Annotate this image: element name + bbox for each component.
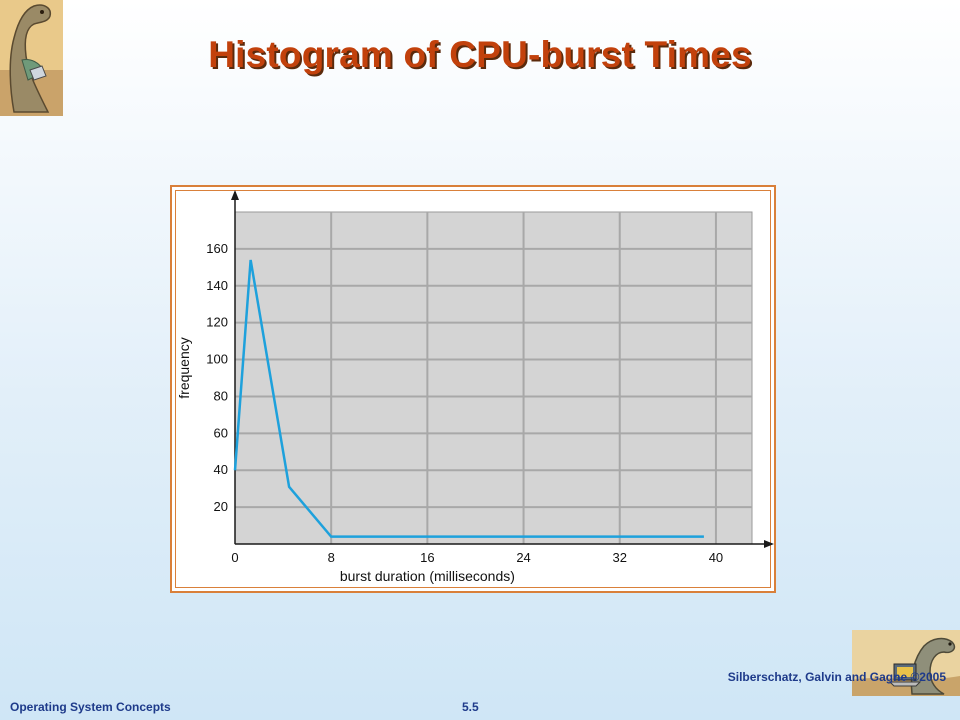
dinosaur-logo-icon: [0, 0, 63, 116]
y-axis-arrow: [231, 190, 239, 200]
dinosaur-laptop-logo-icon: [852, 630, 960, 696]
series-line: [233, 259, 704, 538]
y-tick-label: 60: [214, 425, 228, 440]
x-tick-label: 16: [420, 550, 434, 565]
y-tick-label: 40: [214, 462, 228, 477]
x-tick-label: 40: [709, 550, 723, 565]
slide-title: Histogram of CPU-burst Times: [208, 34, 752, 75]
y-tick-label: 120: [206, 315, 228, 330]
y-tick-label: 20: [214, 499, 228, 514]
footer-page-number: 5.5: [462, 700, 479, 714]
x-tick-labels: 0 8 16 24 32 40: [231, 550, 723, 565]
axes: [231, 190, 774, 548]
plot-area: [234, 211, 753, 545]
footer-book-title: Operating System Concepts: [10, 700, 171, 714]
series-group: [233, 259, 704, 538]
chart-frame: 20 40 60 80 100 120 140 160 0 8 16 24 32 40 burst du…: [170, 185, 776, 593]
x-tick-label: 8: [328, 550, 335, 565]
x-tick-label: 32: [613, 550, 627, 565]
y-tick-label: 80: [214, 388, 228, 403]
chart-inner-border: [175, 190, 771, 588]
y-tick-label: 160: [206, 241, 228, 256]
histogram-chart: 20 40 60 80 100 120 140 160 0 8 16 24 32 40 burst du…: [176, 190, 774, 584]
y-tick-label: 100: [206, 352, 228, 367]
x-axis-arrow: [764, 540, 774, 548]
y-tick-label: 140: [206, 278, 228, 293]
footer-authors: Silberschatz, Galvin and Gagne ©2005: [727, 670, 946, 684]
y-axis-label: frequency: [176, 337, 192, 398]
y-tick-labels: 20 40 60 80 100 120 140 160: [206, 241, 228, 514]
x-tick-label: 0: [231, 550, 238, 565]
grid-lines: [235, 212, 752, 544]
x-axis-label: burst duration (milliseconds): [340, 568, 515, 584]
x-tick-label: 24: [516, 550, 530, 565]
